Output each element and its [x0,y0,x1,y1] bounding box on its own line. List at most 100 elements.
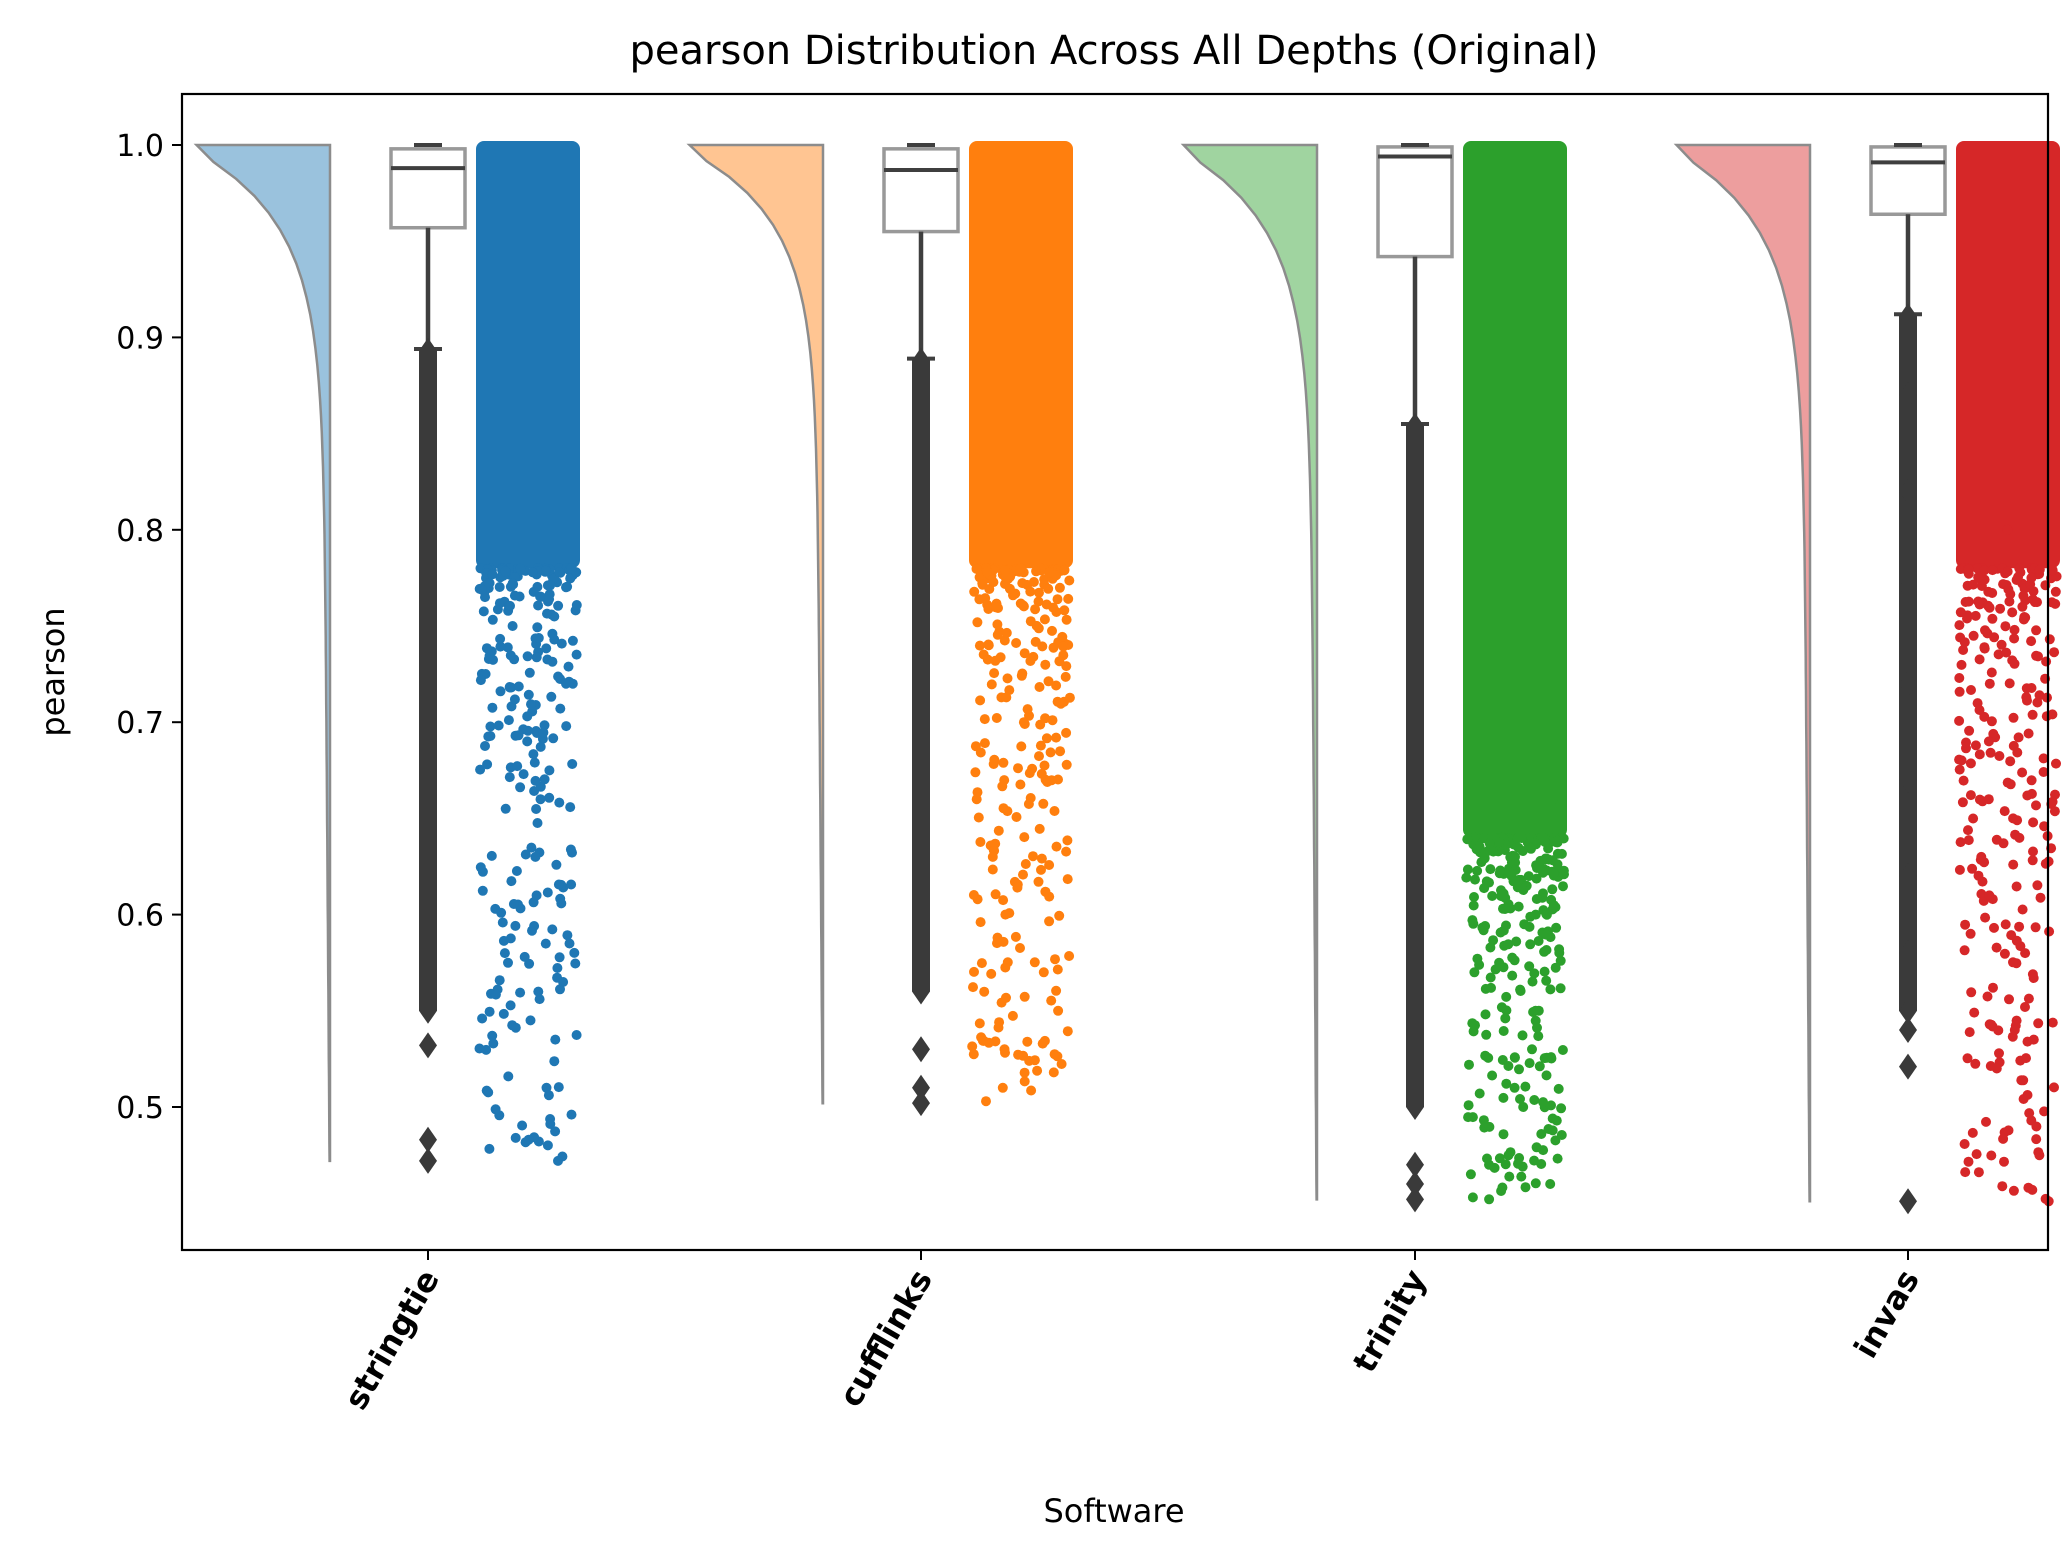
strip-point [1471,844,1482,855]
strip-point [530,775,541,786]
strip-point [1964,725,1975,736]
strip-point [1063,593,1074,604]
strip-point [1995,603,2006,614]
strip-point [2030,922,2041,933]
strip-point [2047,565,2058,576]
strip-point [1034,682,1045,692]
strip-point [2001,647,2012,658]
strip-point [513,730,524,741]
strip-point [506,876,517,887]
strip-point [2018,1075,2029,1086]
strip-point [1955,837,1966,848]
outlier-marker [1899,940,1917,967]
strip-point [1498,1092,1509,1103]
strip-point [971,794,982,805]
strip-point [494,582,505,592]
outlier-marker [1899,863,1917,890]
strip-point [1546,1100,1556,1111]
strip-point [515,782,526,793]
strip-point [1484,1121,1495,1132]
outlier-marker [1899,1053,1917,1080]
strip-point [1541,975,1552,986]
strip-point [1969,1007,1980,1018]
strip-point [2032,597,2042,608]
strip-point [505,650,516,661]
strip-point [1991,942,2002,953]
strip-point [2018,1094,2029,1104]
outlier-marker [419,401,437,428]
strip-point [544,594,555,605]
strip-point [2035,892,2046,903]
strip-point [986,968,997,979]
strip-point [1970,610,1981,621]
strip-point [1001,692,1012,703]
strip-point [980,593,991,604]
strip-point [1059,605,1070,616]
strip-point [1031,566,1042,577]
strip-point [1541,1070,1552,1081]
strip-point [2047,709,2058,720]
strip-point [484,1143,495,1154]
strip-dense-trinity [1463,141,1567,838]
strip-point [1019,1067,1030,1078]
strip-point [547,924,558,935]
strip-point [1501,1005,1512,1016]
strip-point [2010,829,2021,840]
strip-point [981,1096,991,1107]
series-trinity [1180,141,1569,1213]
strip-point [1463,1100,1474,1111]
strip-point [499,948,510,959]
outliers-invas [1899,303,1917,1215]
strip-point [997,781,1008,792]
strip-point [1977,876,1988,887]
strip-point [484,650,495,661]
strip-point [1034,751,1044,762]
strip-point [478,606,489,617]
strip-point [1965,928,1976,939]
strip-point [504,772,515,783]
strip-point [1514,1064,1524,1075]
y-tick-label: 0.7 [116,706,164,741]
strip-point [566,1109,577,1120]
strip-point [535,741,546,752]
strip-point [1517,1030,1528,1041]
outlier-marker [912,901,930,928]
strip-point [565,802,576,813]
strip-point [999,565,1010,575]
strip-point [1551,922,1562,933]
outlier-marker [1406,805,1424,832]
strip-point [1004,583,1015,594]
strip-point [533,600,544,611]
strip-point [1467,1192,1478,1203]
outlier-marker [1406,997,1424,1024]
strip-point [2021,1053,2031,1064]
strip-point [1994,1048,2004,1059]
strip-point [977,1035,988,1046]
strip-point [545,580,555,591]
strip-point [1529,1095,1540,1105]
strip-point [518,769,529,780]
strip-point [2018,590,2029,601]
strip-point [546,691,557,702]
strip-point [1545,984,1556,995]
strip-point [970,767,981,778]
strip-point [1515,1094,1525,1104]
strip-point [1497,1055,1508,1065]
strip-point [1495,865,1506,876]
strip-point [1064,575,1075,586]
strip-point [1531,894,1542,904]
strip-point [1973,1167,1984,1178]
strip-point [1039,1035,1050,1046]
strip-point [1485,972,1496,983]
strip-point [2023,728,2034,739]
strip-point [1029,957,1040,968]
outlier-marker [1406,1094,1424,1120]
strip-point [1530,909,1541,920]
outlier-marker [1899,478,1917,505]
outlier-marker [1899,997,1917,1024]
strip-point [1974,749,1985,760]
strip-point [1062,874,1073,885]
strip-point [986,679,997,690]
strip-point [1043,583,1054,594]
strip-point [2026,788,2037,799]
